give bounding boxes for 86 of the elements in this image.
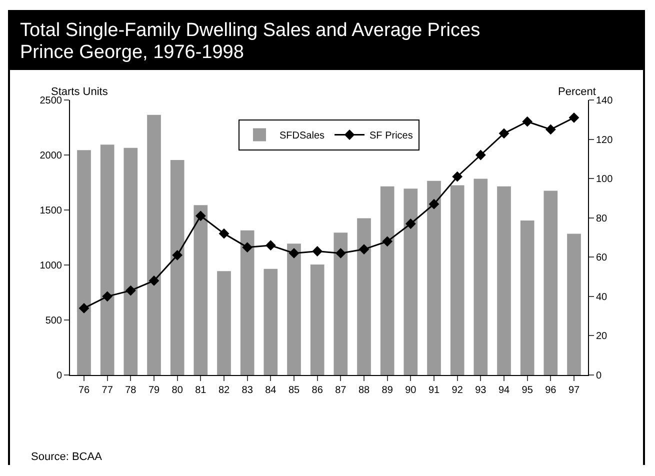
bar bbox=[404, 188, 418, 375]
y2-tick-label: 140 bbox=[596, 96, 614, 106]
x-tick-label: 84 bbox=[265, 385, 277, 396]
bar bbox=[100, 144, 114, 375]
point bbox=[312, 246, 323, 256]
point bbox=[545, 124, 556, 135]
bar bbox=[147, 114, 161, 375]
bar bbox=[520, 220, 534, 375]
bar bbox=[474, 178, 488, 375]
bar bbox=[310, 264, 324, 375]
source-note: Source: BCAA bbox=[31, 451, 103, 463]
x-tick-label: 77 bbox=[102, 385, 114, 396]
y-tick-label: 2500 bbox=[40, 96, 62, 106]
x-tick-label: 85 bbox=[288, 385, 300, 396]
y2-tick-label: 40 bbox=[596, 292, 608, 303]
point bbox=[102, 291, 113, 302]
point bbox=[78, 303, 90, 314]
x-tick-label: 76 bbox=[78, 385, 90, 396]
y2-axis-title: Percent bbox=[558, 86, 596, 98]
x-tick-label: 90 bbox=[405, 385, 417, 396]
bar bbox=[357, 218, 371, 375]
bar bbox=[217, 271, 231, 375]
point bbox=[172, 250, 183, 260]
x-tick-label: 82 bbox=[218, 385, 230, 396]
x-tick-label: 97 bbox=[568, 385, 580, 396]
y-tick-label: 0 bbox=[56, 370, 62, 382]
point bbox=[452, 171, 463, 182]
y2-tick-label: 120 bbox=[596, 134, 614, 146]
x-tick-label: 79 bbox=[148, 385, 160, 396]
point bbox=[195, 210, 206, 222]
bar bbox=[497, 186, 511, 375]
bar bbox=[567, 234, 581, 375]
y-tick-label: 1000 bbox=[40, 260, 62, 272]
bar bbox=[194, 205, 208, 375]
point bbox=[568, 112, 580, 123]
point bbox=[405, 218, 416, 229]
point bbox=[522, 116, 533, 127]
point bbox=[288, 248, 300, 258]
point bbox=[148, 276, 160, 286]
point bbox=[335, 248, 346, 258]
y-axis-title: Starts Units bbox=[51, 86, 108, 98]
x-tick-label: 91 bbox=[428, 385, 440, 396]
bar bbox=[240, 230, 254, 375]
point bbox=[218, 228, 230, 239]
point bbox=[125, 285, 136, 296]
bar bbox=[544, 190, 558, 375]
y2-tick-label: 80 bbox=[596, 213, 608, 224]
chart-title: Total Single-Family Dwelling Sales and Average Prices Prince George, 1976-1998 bbox=[10, 12, 643, 70]
point bbox=[498, 128, 510, 139]
y2-tick-label: 60 bbox=[596, 252, 608, 264]
point bbox=[428, 198, 440, 210]
y-tick-label: 1500 bbox=[40, 206, 62, 216]
x-tick-label: 78 bbox=[125, 385, 137, 396]
x-tick-label: 89 bbox=[382, 385, 394, 396]
bar bbox=[450, 185, 464, 375]
point bbox=[358, 244, 370, 254]
point bbox=[475, 150, 486, 160]
y-tick-label: 2000 bbox=[40, 150, 62, 162]
x-tick-label: 94 bbox=[498, 385, 510, 396]
point bbox=[242, 242, 253, 253]
x-tick-label: 92 bbox=[452, 385, 464, 396]
bar bbox=[380, 186, 394, 375]
bar bbox=[170, 160, 184, 375]
x-tick-label: 86 bbox=[312, 385, 324, 396]
y2-tick-label: 100 bbox=[596, 174, 614, 186]
x-tick-label: 95 bbox=[522, 385, 534, 396]
bar bbox=[427, 180, 441, 375]
bar bbox=[334, 232, 348, 375]
legend-label: SFDSales bbox=[280, 130, 325, 142]
x-tick-label: 80 bbox=[172, 385, 184, 396]
bar bbox=[287, 244, 301, 375]
x-tick-label: 81 bbox=[195, 385, 207, 396]
y-tick-label: 500 bbox=[45, 316, 62, 326]
y2-tick-label: 0 bbox=[596, 370, 602, 382]
point bbox=[265, 240, 276, 251]
x-tick-label: 88 bbox=[358, 385, 370, 396]
x-tick-label: 93 bbox=[475, 385, 487, 396]
bar bbox=[264, 268, 278, 375]
bar bbox=[124, 148, 138, 375]
legend-label: SF Prices bbox=[370, 130, 413, 142]
x-tick-label: 87 bbox=[335, 385, 347, 396]
x-tick-label: 96 bbox=[545, 385, 557, 396]
x-tick-label: 83 bbox=[242, 385, 254, 396]
bar bbox=[77, 150, 91, 375]
y2-tick-label: 20 bbox=[596, 331, 608, 342]
point bbox=[382, 236, 393, 247]
